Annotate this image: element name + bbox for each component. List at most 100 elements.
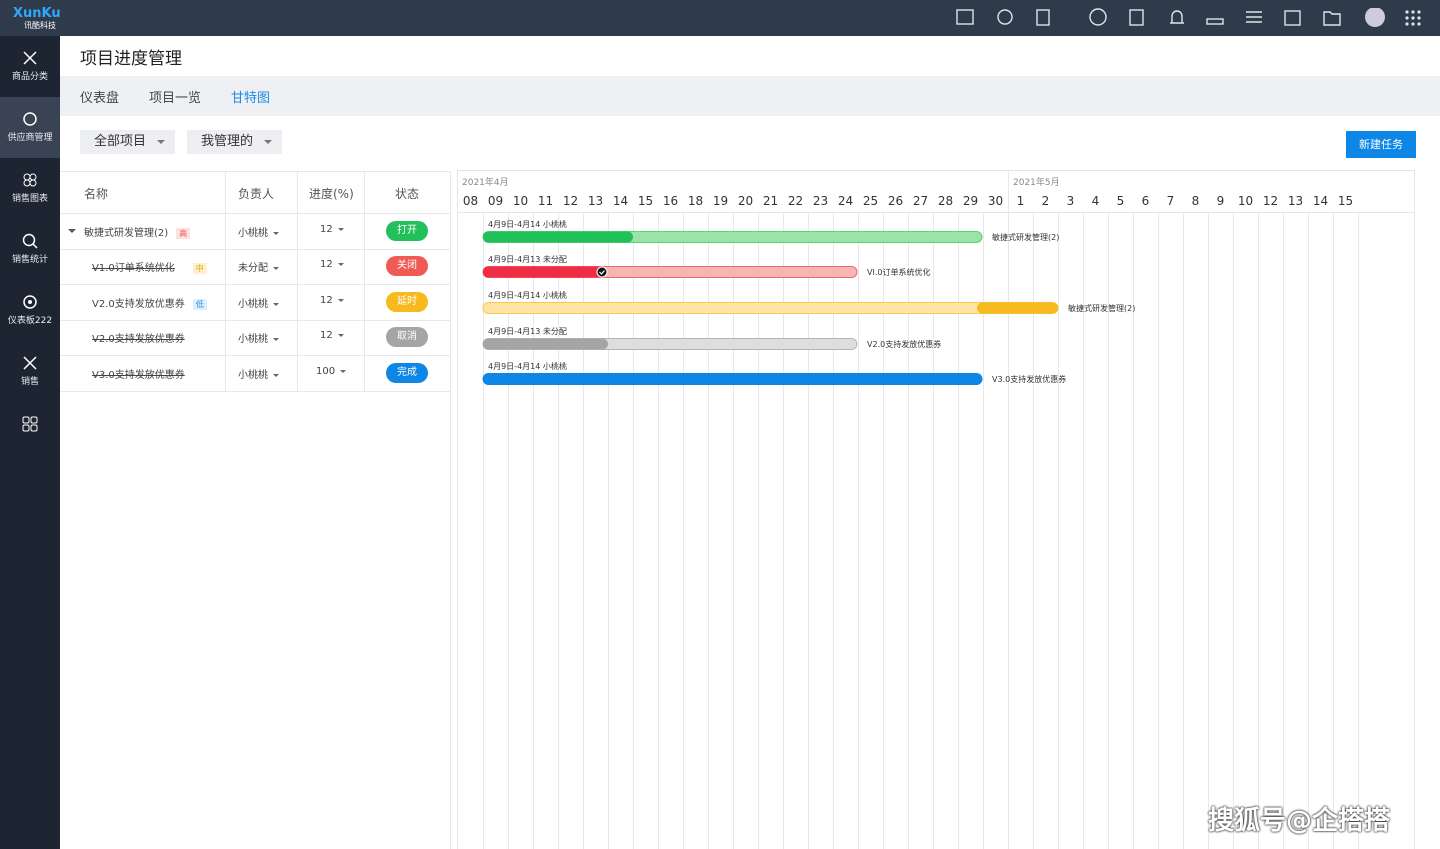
top-bar: XunKu 讯酷科技 bbox=[0, 0, 1440, 36]
day-label: 19 bbox=[713, 194, 728, 208]
day-label: 13 bbox=[1288, 194, 1303, 208]
sidebar-item[interactable]: 仪表板222 bbox=[0, 280, 60, 341]
month-label: 2021年4月 bbox=[462, 176, 509, 188]
page-title: 项目进度管理 bbox=[80, 49, 182, 69]
task-name: V2.0支持发放优惠券 bbox=[92, 334, 185, 346]
owner[interactable]: 未分配 bbox=[238, 259, 279, 274]
owner[interactable]: 小桃桃 bbox=[238, 295, 279, 310]
watermark: 搜狐号@企搭搭 bbox=[1208, 806, 1391, 836]
day-label: 1 bbox=[1017, 194, 1025, 208]
status-pill[interactable]: 取消 bbox=[386, 327, 428, 348]
sidebar-icon bbox=[23, 51, 37, 65]
gantt-bar-progress bbox=[483, 231, 633, 243]
column-border bbox=[297, 171, 298, 391]
bar-date-label: 4月9日-4月14 小桃桃 bbox=[488, 361, 567, 371]
row-border bbox=[60, 390, 450, 392]
filter-dropdown[interactable]: 我管理的 bbox=[187, 130, 282, 154]
status-pill[interactable]: 延时 bbox=[386, 291, 428, 312]
day-label: 08 bbox=[463, 194, 478, 208]
sidebar-label: 销售统计 bbox=[11, 255, 48, 265]
gantt-bar-progress bbox=[483, 266, 607, 278]
day-label: 21 bbox=[763, 194, 778, 208]
progress[interactable]: 12 bbox=[320, 259, 344, 270]
row-border bbox=[60, 248, 450, 250]
row-border bbox=[60, 319, 450, 321]
status-pill[interactable]: 完成 bbox=[386, 362, 428, 383]
day-label: 8 bbox=[1192, 194, 1200, 208]
day-label: 23 bbox=[813, 194, 828, 208]
column-border bbox=[450, 171, 451, 849]
day-label: 28 bbox=[938, 194, 953, 208]
row-border bbox=[60, 355, 450, 356]
tab[interactable]: 项目一览 bbox=[149, 91, 202, 106]
day-label: 15 bbox=[1338, 194, 1353, 208]
bar-name-label: 敏捷式研发管理(2) bbox=[992, 232, 1059, 242]
expand-caret[interactable] bbox=[68, 228, 76, 237]
gantt-chart: 08 09 10 11 12 13 14 15 16 18 19 20 21 22 23 24 25 26 27 28… bbox=[457, 170, 1415, 849]
row-border bbox=[60, 284, 450, 285]
day-label: 22 bbox=[788, 194, 803, 208]
table-border bbox=[60, 171, 450, 172]
progress[interactable]: 100 bbox=[316, 366, 346, 377]
gantt-bar bbox=[482, 302, 1059, 314]
sidebar-item[interactable]: 销售统计 bbox=[0, 219, 60, 280]
sidebar-icon bbox=[23, 295, 37, 309]
day-label: 26 bbox=[888, 194, 903, 208]
bar-name-label: 敏捷式研发管理(2) bbox=[1068, 303, 1135, 313]
bar-date-label: 4月9日-4月13 未分配 bbox=[488, 326, 567, 336]
priority-tag: 中 bbox=[192, 263, 207, 275]
logo-brand: XunKu bbox=[13, 6, 61, 21]
day-label: 18 bbox=[688, 194, 703, 208]
sidebar-item[interactable]: 商品分类 bbox=[0, 36, 60, 97]
day-label: 13 bbox=[588, 194, 603, 208]
day-label: 2 bbox=[1042, 194, 1050, 208]
tab[interactable]: 甘特图 bbox=[231, 91, 271, 106]
status-pill[interactable]: 打开 bbox=[386, 220, 428, 241]
column-header: 名称 bbox=[84, 187, 109, 201]
gantt-bar-progress bbox=[977, 302, 1058, 314]
sidebar-label: 销售 bbox=[20, 377, 39, 387]
column-header: 负责人 bbox=[238, 187, 275, 201]
filter-dropdown[interactable]: 全部项目 bbox=[80, 130, 175, 154]
progress[interactable]: 12 bbox=[320, 295, 344, 306]
sidebar-icon bbox=[23, 173, 37, 187]
sidebar-item[interactable] bbox=[0, 402, 60, 463]
new-task-button[interactable]: 新建任务 bbox=[1346, 131, 1416, 158]
progress[interactable]: 12 bbox=[320, 330, 344, 341]
sidebar-item[interactable]: 销售 bbox=[0, 341, 60, 402]
day-label: 11 bbox=[538, 194, 553, 208]
task-name: 敏捷式研发管理(2) 高 bbox=[84, 224, 191, 239]
day-label: 4 bbox=[1092, 194, 1100, 208]
day-label: 15 bbox=[638, 194, 653, 208]
priority-tag: 高 bbox=[176, 227, 191, 239]
sidebar-icon bbox=[22, 233, 38, 249]
tab[interactable]: 仪表盘 bbox=[80, 91, 120, 106]
day-label: 24 bbox=[838, 194, 853, 208]
column-border bbox=[364, 171, 365, 391]
sidebar-item[interactable]: 销售图表 bbox=[0, 158, 60, 219]
top-icons[interactable] bbox=[950, 8, 1430, 28]
day-label: 6 bbox=[1142, 194, 1150, 208]
owner[interactable]: 小桃桃 bbox=[238, 224, 279, 239]
sidebar-icon bbox=[22, 416, 38, 432]
day-label: 14 bbox=[1313, 194, 1328, 208]
sidebar: 商品分类供应商管理 销售图表销售统计仪表板222 销售 bbox=[0, 36, 60, 849]
owner[interactable]: 小桃桃 bbox=[238, 366, 279, 381]
progress[interactable]: 12 bbox=[320, 224, 344, 235]
sidebar-item[interactable]: 供应商管理 bbox=[0, 97, 60, 158]
bar-name-label: V3.0支持发放优惠券 bbox=[992, 374, 1066, 384]
day-label: 27 bbox=[913, 194, 928, 208]
day-label: 9 bbox=[1217, 194, 1225, 208]
day-label: 12 bbox=[563, 194, 578, 208]
month-label: 2021年5月 bbox=[1013, 176, 1060, 188]
day-label: 3 bbox=[1067, 194, 1075, 208]
tab-bar bbox=[60, 76, 1440, 116]
sidebar-label: 商品分类 bbox=[11, 72, 48, 82]
day-label: 20 bbox=[738, 194, 753, 208]
status-pill[interactable]: 关闭 bbox=[386, 256, 428, 277]
day-label: 10 bbox=[1238, 194, 1253, 208]
bar-date-label: 4月9日-4月14 小桃桃 bbox=[488, 219, 567, 229]
owner[interactable]: 小桃桃 bbox=[238, 330, 279, 345]
sidebar-label: 仪表板222 bbox=[7, 316, 53, 326]
